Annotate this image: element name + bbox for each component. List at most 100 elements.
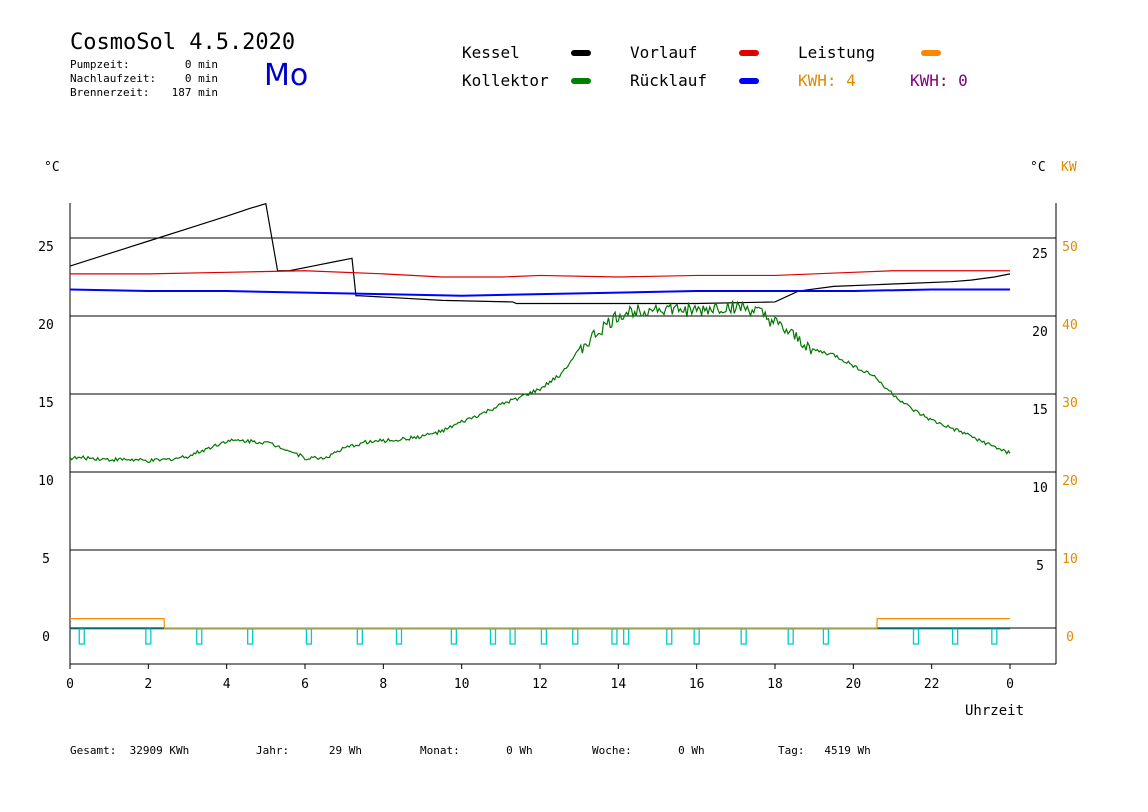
footer-jahr-value: 29 Wh: [328, 744, 362, 757]
pump-pulse: [740, 628, 747, 645]
stat-pumpzeit: Pumpzeit: 0 min: [70, 58, 218, 71]
x-tick-label: 0: [66, 677, 74, 692]
legend-kollektor-swatch: [571, 78, 591, 84]
pump-pulse: [912, 628, 920, 645]
pump-pulse: [247, 628, 254, 645]
pump-pulse: [450, 628, 457, 645]
legend-kwh-2: KWH: 0: [910, 71, 968, 90]
x-tick-label: 6: [301, 677, 309, 692]
stat-pumpzeit-value: 0 min: [184, 58, 218, 71]
x-tick-label: 16: [689, 677, 705, 692]
pump-pulse: [611, 628, 618, 645]
x-tick-label: 8: [379, 677, 387, 692]
x-tick-label: 2: [144, 677, 152, 692]
footer-gesamt-label: Gesamt:: [70, 744, 117, 757]
y-tick-label-left: 15: [38, 396, 54, 411]
pump-pulse: [78, 628, 85, 645]
footer-tag-value: 4519 Wh: [824, 744, 871, 757]
stat-nachlaufzeit: Nachlaufzeit: 0 min: [70, 72, 218, 85]
page-title: CosmoSol 4.5.2020: [70, 30, 296, 55]
pump-pulse: [952, 628, 959, 645]
legend-vorlauf-swatch: [739, 50, 759, 56]
x-tick-label: 4: [223, 677, 231, 692]
pump-pulses: [70, 628, 1010, 645]
stat-nachlaufzeit-value: 0 min: [184, 72, 218, 85]
pump-pulse: [666, 628, 673, 645]
y-tick-label-right-kw: 40: [1062, 318, 1078, 333]
footer-woche: Woche: 0 Wh: [592, 744, 705, 757]
tick-labels: 0 2 4 6 8 10 12 14 16 18 20 22 025201510502520151055…: [38, 240, 1078, 692]
legend-ruecklauf-swatch: [739, 78, 759, 84]
legend-leistung-swatch: [921, 50, 941, 56]
legend-kollektor-label: Kollektor: [462, 71, 549, 90]
x-tick-label: 18: [767, 677, 783, 692]
footer-monat-label: Monat:: [420, 744, 460, 757]
y-tick-label-left: 5: [42, 552, 50, 567]
pump-pulse: [196, 628, 203, 645]
pump-pulse: [395, 628, 403, 645]
series-line-4: [70, 618, 1010, 629]
pump-pulse: [356, 628, 363, 645]
footer-tag: Tag: 4519 Wh: [778, 744, 871, 757]
weekday-label: Mo: [264, 58, 309, 93]
legend-kessel-swatch: [571, 50, 591, 56]
footer-woche-value: 0 Wh: [678, 744, 705, 757]
legend-ruecklauf-label: Rücklauf: [630, 71, 708, 90]
footer-gesamt-value: 32909 KWh: [129, 744, 190, 757]
x-tick-label: 10: [454, 677, 470, 692]
y-tick-label-right-c: 20: [1032, 325, 1048, 340]
grid-lines: [70, 237, 1056, 629]
legend-leistung-label: Leistung: [798, 43, 876, 62]
x-tick-label: 14: [611, 677, 627, 692]
right-axis-unit-c: °C: [1030, 160, 1046, 175]
y-tick-label-left: 25: [38, 240, 54, 255]
pump-pulse: [489, 628, 497, 645]
y-tick-label-left: 0: [42, 630, 50, 645]
stat-nachlaufzeit-label: Nachlaufzeit:: [70, 72, 157, 85]
pump-pulse: [509, 628, 516, 645]
y-tick-label-right-c: 10: [1032, 481, 1048, 496]
legend-kessel-label: Kessel: [462, 43, 520, 62]
right-axis-unit-kw: KW: [1061, 160, 1077, 175]
pump-pulse: [822, 628, 830, 645]
y-tick-label-right-kw: 50: [1062, 240, 1078, 255]
footer-monat-value: 0 Wh: [506, 744, 533, 757]
footer-jahr: Jahr: 29 Wh: [256, 744, 362, 757]
pump-pulse: [693, 628, 700, 645]
stat-brennerzeit: Brennerzeit: 187 min: [70, 86, 218, 99]
y-tick-label-right-kw: 30: [1062, 396, 1078, 411]
y-tick-label-right-kw: 0: [1066, 630, 1074, 645]
stat-brennerzeit-value: 187 min: [171, 86, 218, 99]
x-tick-label: 0: [1006, 677, 1014, 692]
series-line-1: [70, 270, 1010, 278]
series-line-0: [69, 202, 1011, 305]
footer-monat: Monat: 0 Wh: [420, 744, 533, 757]
left-axis-unit: °C: [44, 160, 60, 175]
y-tick-label-right-c: 5: [1036, 559, 1044, 574]
chart-axes: [69, 203, 1057, 669]
y-tick-label-left: 20: [38, 318, 54, 333]
pump-pulse: [572, 628, 579, 645]
x-tick-label: 12: [532, 677, 548, 692]
y-tick-label-right-c: 15: [1032, 403, 1048, 418]
legend-kwh-1: KWH: 4: [798, 71, 856, 90]
x-axis-label: Uhrzeit: [965, 703, 1024, 719]
data-series: [69, 202, 1011, 629]
pump-pulse: [623, 628, 630, 645]
pump-pulse: [540, 628, 548, 645]
series-line-3: [69, 300, 1011, 464]
y-tick-label-right-kw: 20: [1062, 474, 1078, 489]
series-line-2: [69, 288, 1010, 297]
pump-pulse: [787, 628, 794, 645]
pump-pulse: [991, 628, 998, 645]
x-tick-label: 20: [846, 677, 862, 692]
stat-pumpzeit-label: Pumpzeit:: [70, 58, 130, 71]
x-tick-label: 22: [924, 677, 940, 692]
y-tick-label-right-kw: 10: [1062, 552, 1078, 567]
pump-pulse: [305, 628, 313, 645]
stat-brennerzeit-label: Brennerzeit:: [70, 86, 150, 99]
y-tick-label-left: 10: [38, 474, 54, 489]
footer-woche-label: Woche:: [592, 744, 632, 757]
y-tick-label-right-c: 25: [1032, 247, 1048, 262]
